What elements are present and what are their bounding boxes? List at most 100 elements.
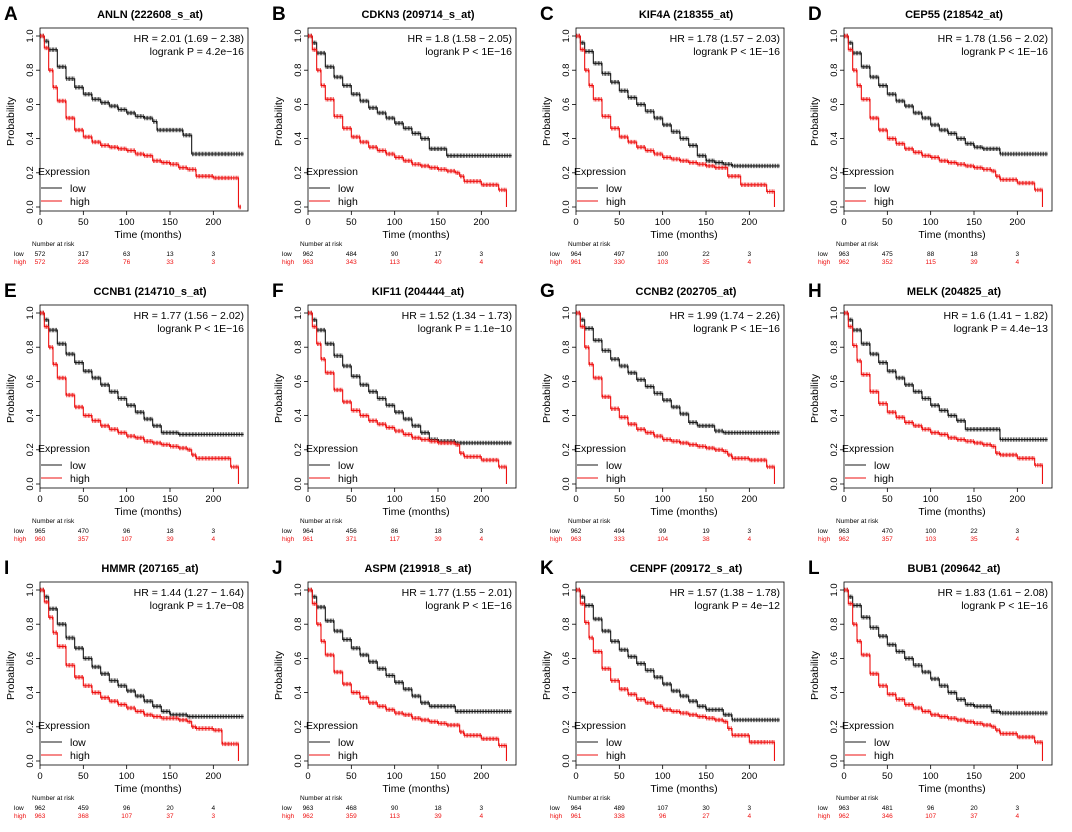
- x-tick-label: 150: [162, 494, 178, 505]
- y-tick-label: 0.4: [561, 132, 572, 145]
- plot-title: KIF11 (204444_at): [372, 286, 465, 298]
- x-axis-label: Time (months): [650, 229, 717, 241]
- legend-label-low: low: [338, 737, 354, 749]
- y-tick-label: 0.8: [293, 341, 304, 354]
- panel-letter: A: [4, 4, 18, 25]
- risk-low-value: 96: [123, 528, 131, 535]
- x-axis-label: Time (months): [918, 229, 985, 241]
- x-tick-label: 200: [473, 217, 489, 228]
- risk-high-value: 37: [970, 813, 978, 820]
- risk-high-value: 103: [657, 259, 668, 266]
- risk-low-value: 3: [1016, 805, 1020, 812]
- km-panel-i: I HMMR (207165_at) 0.0 0.2 0.4 0.6 0.8 1.0 Proba…: [0, 554, 268, 831]
- logrank-p: logrank P < 1E−16: [693, 323, 780, 335]
- y-tick-label: 0.0: [561, 477, 572, 490]
- risk-high-value: 27: [702, 813, 710, 820]
- legend-label-low: low: [874, 737, 890, 749]
- risk-high-value: 104: [657, 536, 668, 543]
- legend-title: Expression: [574, 720, 626, 732]
- risk-table-header: Number at risk: [300, 795, 343, 802]
- km-plot-svg: H MELK (204825_at) 0.0 0.2 0.4 0.6 0.8 1.0 Proba…: [808, 281, 1053, 543]
- risk-low-value: 481: [882, 805, 893, 812]
- censor-marks-high: [40, 310, 239, 470]
- risk-table-header: Number at risk: [32, 241, 75, 248]
- risk-high-value: 107: [121, 536, 132, 543]
- risk-row-label-low: low: [14, 528, 24, 535]
- risk-row-label-high: high: [14, 813, 27, 820]
- y-tick-label: 0.6: [829, 375, 840, 388]
- risk-high-value: 40: [434, 259, 442, 266]
- y-tick-label: 0.8: [293, 64, 304, 77]
- km-curve-low: [308, 312, 512, 444]
- risk-row-label-high: high: [282, 536, 295, 543]
- risk-high-value: 4: [748, 259, 752, 266]
- km-panel-a: A ANLN (222608_s_at) 0.0 0.2 0.4 0.6 0.8 1.0 Pro…: [0, 0, 268, 277]
- risk-high-value: 35: [970, 536, 978, 543]
- censor-marks-high: [844, 587, 1043, 745]
- x-tick-label: 200: [205, 217, 221, 228]
- legend-label-high: high: [874, 473, 894, 485]
- risk-row-label-low: low: [282, 251, 292, 258]
- censor-marks-high: [576, 587, 775, 745]
- risk-high-value: 4: [1016, 813, 1020, 820]
- y-tick-label: 1.0: [293, 306, 304, 319]
- km-plot-svg: D CEP55 (218542_at) 0.0 0.2 0.4 0.6 0.8 1.0 Prob…: [808, 4, 1053, 266]
- risk-high-value: 107: [925, 813, 936, 820]
- risk-low-value: 964: [303, 528, 314, 535]
- risk-low-value: 963: [303, 805, 314, 812]
- km-curve-high: [576, 312, 776, 484]
- legend-label-low: low: [70, 183, 86, 195]
- censor-marks-low: [40, 33, 244, 157]
- hazard-ratio: HR = 1.6 (1.41 − 1.82): [944, 310, 1048, 322]
- risk-high-value: 37: [166, 813, 174, 820]
- x-axis-label: Time (months): [114, 783, 181, 795]
- legend-title: Expression: [842, 443, 894, 455]
- plot-frame: [575, 304, 785, 489]
- risk-high-value: 963: [571, 536, 582, 543]
- km-curve-low: [844, 589, 1048, 714]
- x-tick-label: 200: [473, 494, 489, 505]
- x-tick-label: 0: [841, 494, 846, 505]
- y-tick-label: 0.2: [25, 443, 36, 456]
- risk-row-label-low: low: [550, 528, 560, 535]
- legend-label-low: low: [874, 183, 890, 195]
- logrank-p: logrank P = 4.4e−13: [954, 323, 1049, 335]
- censor-marks-low: [576, 587, 780, 723]
- risk-low-value: 497: [614, 251, 625, 258]
- y-tick-label: 0.4: [293, 409, 304, 422]
- km-plot-svg: E CCNB1 (214710_s_at) 0.0 0.2 0.4 0.6 0.8 1.0 Pr…: [4, 281, 249, 543]
- risk-low-value: 964: [571, 805, 582, 812]
- x-tick-label: 50: [882, 771, 893, 782]
- risk-low-value: 964: [571, 251, 582, 258]
- risk-table-header: Number at risk: [300, 241, 343, 248]
- x-tick-label: 0: [37, 494, 42, 505]
- x-tick-label: 100: [119, 217, 135, 228]
- plot-frame: [575, 27, 785, 212]
- risk-low-value: 963: [839, 528, 850, 535]
- legend-label-low: low: [338, 460, 354, 472]
- x-tick-label: 100: [387, 771, 403, 782]
- y-tick-label: 1.0: [829, 583, 840, 596]
- x-tick-label: 200: [741, 217, 757, 228]
- legend-label-low: low: [606, 460, 622, 472]
- plot-title: CDKN3 (209714_s_at): [361, 9, 474, 21]
- risk-low-value: 317: [78, 251, 89, 258]
- plot-frame: [39, 304, 249, 489]
- censor-marks-low: [576, 310, 780, 435]
- risk-low-value: 3: [748, 528, 752, 535]
- y-tick-label: 0.2: [25, 720, 36, 733]
- risk-row-label-high: high: [818, 259, 831, 266]
- y-tick-label: 0.6: [293, 375, 304, 388]
- x-tick-label: 0: [841, 217, 846, 228]
- km-plot-svg: I HMMR (207165_at) 0.0 0.2 0.4 0.6 0.8 1.0 Proba…: [4, 558, 249, 820]
- y-tick-label: 1.0: [293, 583, 304, 596]
- plot-frame: [39, 581, 249, 766]
- plot-title: CENPF (209172_s_at): [630, 563, 743, 575]
- km-curve-high: [576, 35, 776, 207]
- legend-label-low: low: [70, 460, 86, 472]
- hazard-ratio: HR = 1.78 (1.56 − 2.02): [938, 33, 1048, 45]
- risk-high-value: 228: [78, 259, 89, 266]
- x-tick-label: 50: [346, 494, 357, 505]
- risk-table-header: Number at risk: [836, 518, 879, 525]
- y-tick-label: 0.8: [25, 341, 36, 354]
